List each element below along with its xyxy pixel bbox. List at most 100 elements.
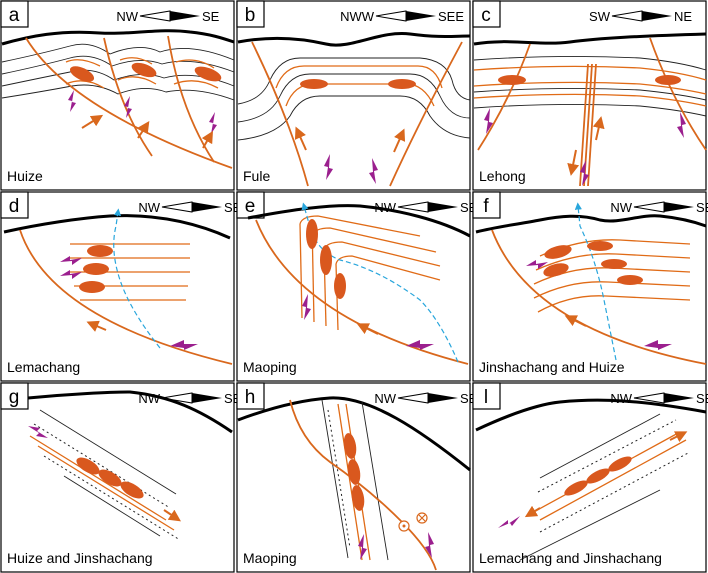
movement-arrow-icon <box>358 534 367 560</box>
panel-frame <box>472 382 707 573</box>
orientation-arrow-icon <box>642 11 672 21</box>
orientation-left: NW <box>116 9 138 24</box>
fault-line <box>25 37 233 169</box>
fault-line <box>389 41 463 187</box>
panel-f: f NW SE Jinshachang and Huize <box>472 191 708 382</box>
fault-line <box>255 219 469 365</box>
panel-e: e NW SE Maoping <box>236 191 478 382</box>
panel-frame <box>236 0 471 191</box>
fault-line <box>167 35 215 163</box>
panel-label: d <box>9 196 20 217</box>
ground-surface <box>475 398 707 432</box>
location-label: Huize and Jinshachang <box>7 550 153 566</box>
slip-arrow <box>294 126 307 151</box>
ore-body <box>543 263 569 277</box>
ore-body <box>300 79 328 89</box>
movement-arrow-icon <box>644 340 672 350</box>
orientation-arrow-icon <box>611 10 643 22</box>
orientation-indicator: NW SE <box>138 200 241 215</box>
slip-arrow <box>524 505 541 518</box>
ore-body <box>655 75 681 85</box>
slip-arrow <box>163 509 181 522</box>
orientation-arrow-icon <box>406 11 436 21</box>
panel-label: e <box>245 196 256 217</box>
ore-body <box>351 485 365 511</box>
orientation-arrow-icon <box>397 392 429 404</box>
slip-arrow <box>356 323 379 335</box>
movement-arrow-icon <box>302 294 311 320</box>
orientation-arrow-icon <box>397 201 429 213</box>
ore-body <box>306 219 318 249</box>
ground-surface <box>237 31 471 47</box>
location-label: Jinshachang and Huize <box>479 359 625 375</box>
fault-line <box>289 399 437 571</box>
ore-body <box>83 263 109 275</box>
ore-body <box>498 75 526 85</box>
panel-label-box <box>236 382 265 410</box>
slip-arrow <box>669 431 688 443</box>
ore-body <box>617 275 643 285</box>
orientation-right: NE <box>674 9 692 24</box>
orientation-left: NWW <box>340 9 375 24</box>
panel-l: l NW SE Lemachang and Jinshachang <box>472 382 708 573</box>
orientation-left: SW <box>589 9 611 24</box>
ore-body <box>120 481 144 499</box>
shear-zone <box>519 413 691 561</box>
ore-body <box>343 433 357 459</box>
ground-surface <box>475 214 707 234</box>
panel-frame <box>0 382 235 573</box>
movement-arrow-icon <box>60 256 82 265</box>
ground-surface <box>473 32 707 46</box>
panel-frame <box>472 0 707 191</box>
orientation-arrow-icon <box>664 202 694 212</box>
orientation-indicator: NW SE <box>138 391 241 406</box>
ore-body <box>586 468 610 484</box>
movement-arrow-icon <box>170 340 198 350</box>
panel-label: h <box>245 387 256 408</box>
orientation-left: NW <box>610 200 632 215</box>
slip-arrow <box>137 121 150 139</box>
ore-body <box>87 245 113 257</box>
fault-line <box>477 43 531 151</box>
orientation-arrow-icon <box>161 201 193 213</box>
slip-arrow <box>592 116 605 141</box>
ground-surface <box>1 29 235 46</box>
orientation-indicator: NWW SEE <box>340 9 464 24</box>
ore-body <box>608 456 632 472</box>
orientation-arrow-icon <box>139 10 171 22</box>
orientation-left: NW <box>610 391 632 406</box>
panel-h: h NW SE Maoping <box>236 382 478 573</box>
location-label: Huize <box>7 168 43 184</box>
slip-arrow <box>201 130 214 149</box>
location-label: Lemachang <box>7 359 80 375</box>
fault-line <box>579 63 589 187</box>
strata <box>299 215 441 331</box>
movement-arrow-icon <box>498 516 520 528</box>
ground-surface <box>3 214 231 240</box>
orientation-indicator: SW NE <box>589 9 692 24</box>
movement-arrow-icon <box>324 154 333 180</box>
shear-zone <box>29 409 181 541</box>
location-label: Lemachang and Jinshachang <box>479 550 662 566</box>
panel-label-box <box>0 191 29 219</box>
movement-arrow-icon <box>68 90 76 112</box>
movement-arrow-icon <box>484 108 493 134</box>
panel-label-box <box>472 191 501 219</box>
panel-frame <box>236 382 471 573</box>
panel-label: l <box>484 387 488 408</box>
orientation-arrow-icon <box>192 202 222 212</box>
panel-frame <box>0 191 235 382</box>
panel-label: c <box>481 5 491 26</box>
orientation-left: NW <box>138 200 160 215</box>
ore-body <box>601 259 627 269</box>
panel-label-box <box>472 0 501 28</box>
fault-line <box>251 41 309 187</box>
slip-arrow <box>564 315 587 327</box>
ore-body <box>544 245 572 259</box>
fault-line <box>649 37 707 151</box>
panel-g: g NW SE Huize and Jinshachang <box>0 382 242 573</box>
fluid-pathway <box>113 208 161 349</box>
slip-arrow <box>86 320 107 332</box>
panel-label: g <box>9 387 20 408</box>
